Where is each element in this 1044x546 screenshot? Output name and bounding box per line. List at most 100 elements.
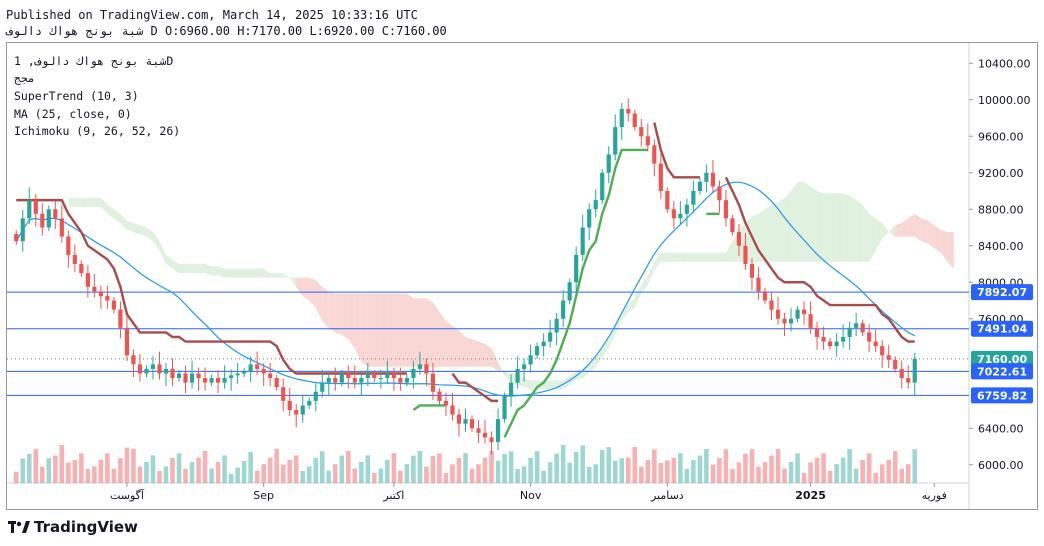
candle-body[interactable] xyxy=(886,355,891,360)
candle-body[interactable] xyxy=(814,327,820,337)
legend-ma[interactable]: MA (25, close, 0) xyxy=(14,107,132,121)
candle-body[interactable] xyxy=(743,245,748,264)
candle-body[interactable] xyxy=(307,400,312,406)
candle-body[interactable] xyxy=(189,373,195,383)
candle-body[interactable] xyxy=(736,232,742,246)
candle-body[interactable] xyxy=(463,419,468,424)
candle-body[interactable] xyxy=(66,236,71,255)
candle-body[interactable] xyxy=(92,286,97,292)
candle-body[interactable] xyxy=(717,186,722,201)
candle-body[interactable] xyxy=(847,327,852,337)
candle-body[interactable] xyxy=(880,346,885,356)
candle-body[interactable] xyxy=(352,378,357,383)
candle-body[interactable] xyxy=(20,218,25,242)
candle-body[interactable] xyxy=(574,254,579,283)
candle-body[interactable] xyxy=(157,364,162,374)
candle-body[interactable] xyxy=(385,373,390,379)
candle-body[interactable] xyxy=(697,181,702,191)
candle-body[interactable] xyxy=(411,368,416,379)
candle-body[interactable] xyxy=(326,378,331,383)
candle-body[interactable] xyxy=(255,364,260,369)
candle-body[interactable] xyxy=(105,295,110,301)
candle-body[interactable] xyxy=(98,291,103,296)
candle-body[interactable] xyxy=(242,371,247,374)
candle-body[interactable] xyxy=(775,309,781,319)
candle-body[interactable] xyxy=(684,204,689,214)
candle-body[interactable] xyxy=(606,154,611,173)
candle-body[interactable] xyxy=(762,291,768,301)
candle-body[interactable] xyxy=(801,309,807,315)
candle-body[interactable] xyxy=(535,346,540,356)
candle-body[interactable] xyxy=(522,364,527,369)
candle-body[interactable] xyxy=(639,127,644,137)
candle-body[interactable] xyxy=(202,378,208,383)
candle-body[interactable] xyxy=(548,332,553,342)
candle-body[interactable] xyxy=(567,282,572,301)
candle-body[interactable] xyxy=(131,355,136,365)
candle-body[interactable] xyxy=(196,373,201,379)
candle-body[interactable] xyxy=(619,108,624,128)
candle-body[interactable] xyxy=(378,378,383,380)
candle-body[interactable] xyxy=(456,414,462,424)
candle-body[interactable] xyxy=(671,209,676,219)
candle-body[interactable] xyxy=(665,191,670,210)
candle-body[interactable] xyxy=(46,209,51,228)
candle-body[interactable] xyxy=(730,218,735,233)
candle-body[interactable] xyxy=(658,163,663,191)
candle-body[interactable] xyxy=(27,200,32,219)
candle-body[interactable] xyxy=(828,341,833,347)
candle-body[interactable] xyxy=(756,277,761,292)
candle-body[interactable] xyxy=(899,368,904,379)
candle-body[interactable] xyxy=(600,172,605,201)
candle-body[interactable] xyxy=(678,213,683,219)
candle-body[interactable] xyxy=(437,391,442,401)
candle-body[interactable] xyxy=(183,373,188,383)
candle-body[interactable] xyxy=(33,200,38,214)
candle-body[interactable] xyxy=(313,391,318,401)
candle-body[interactable] xyxy=(163,368,169,374)
candle-body[interactable] xyxy=(85,273,90,287)
candle-body[interactable] xyxy=(359,378,364,383)
candle-body[interactable] xyxy=(443,400,449,406)
candle-body[interactable] xyxy=(144,368,149,374)
candle-body[interactable] xyxy=(300,405,305,415)
candle-body[interactable] xyxy=(893,359,898,369)
candle-body[interactable] xyxy=(508,382,514,397)
candle-body[interactable] xyxy=(111,300,117,310)
candle-body[interactable] xyxy=(281,387,286,401)
candle-body[interactable] xyxy=(782,318,787,324)
candle-body[interactable] xyxy=(398,378,403,383)
candle-body[interactable] xyxy=(593,200,598,210)
candle-body[interactable] xyxy=(268,373,273,379)
candle-body[interactable] xyxy=(476,428,481,433)
candle-body[interactable] xyxy=(450,405,455,415)
candle-body[interactable] xyxy=(482,432,488,438)
candle-body[interactable] xyxy=(372,373,377,379)
candle-body[interactable] xyxy=(854,323,859,328)
legend-supertrend[interactable]: SuperTrend (10, 3) xyxy=(14,89,139,103)
candle-body[interactable] xyxy=(222,378,227,383)
candle-body[interactable] xyxy=(417,364,423,369)
candle-body[interactable] xyxy=(53,209,58,219)
candle-body[interactable] xyxy=(808,314,813,328)
candle-body[interactable] xyxy=(841,337,846,342)
candle-body[interactable] xyxy=(834,341,839,347)
legend-ichimoku[interactable]: Ichimoku (9, 26, 52, 26) xyxy=(14,124,181,138)
candle-body[interactable] xyxy=(150,364,156,369)
chart-panel[interactable]: 10400.00 10000.00 9600.00 9200.00 8800.00 840… xyxy=(6,42,1038,510)
candle-body[interactable] xyxy=(346,373,351,379)
candle-body[interactable] xyxy=(515,368,520,383)
price-chart[interactable]: 10400.00 10000.00 9600.00 9200.00 8800.00 840… xyxy=(7,43,1037,509)
candle-body[interactable] xyxy=(59,218,64,237)
candle-body[interactable] xyxy=(867,332,872,342)
candle-body[interactable] xyxy=(873,341,878,347)
candle-body[interactable] xyxy=(176,373,182,379)
candle-body[interactable] xyxy=(528,355,533,365)
candle-body[interactable] xyxy=(261,368,266,374)
candle-body[interactable] xyxy=(118,309,123,328)
candle-body[interactable] xyxy=(632,113,637,128)
candle-body[interactable] xyxy=(209,378,214,383)
candle-body[interactable] xyxy=(333,378,338,383)
candle-body[interactable] xyxy=(430,373,436,392)
candle-body[interactable] xyxy=(469,419,475,429)
